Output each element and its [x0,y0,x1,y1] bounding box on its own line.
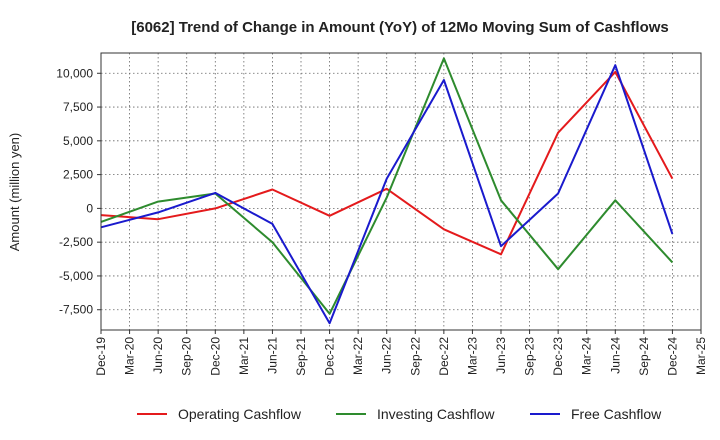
y-tick-label: 7,500 [63,100,93,114]
y-tick-label: -5,000 [59,269,93,283]
plot-frame [100,52,702,331]
x-tick-label: Jun-22 [380,337,394,374]
x-tick-label: Jun-24 [608,337,622,374]
x-tick-label: Sep-22 [408,337,422,376]
x-tick-label: Mar-23 [465,337,479,375]
x-tick-label: Mar-22 [351,337,365,375]
x-tick-label: Dec-23 [551,337,565,376]
x-tick-label: Dec-19 [94,337,108,376]
y-tick-label: -7,500 [59,303,93,317]
x-tick-label: Dec-24 [665,337,679,376]
x-tick-label: Dec-21 [323,337,337,376]
x-tick-label: Sep-21 [294,337,308,376]
x-tick-label: Sep-20 [180,337,194,376]
y-tick-label: -2,500 [59,235,93,249]
legend-label-investing-cashflow: Investing Cashflow [377,406,495,422]
series-layer [100,57,674,325]
y-tick-label: 10,000 [56,66,93,80]
chart-title: [6062] Trend of Change in Amount (YoY) o… [131,19,669,36]
y-tick-label: 2,500 [63,168,93,182]
x-tick-label: Jun-20 [151,337,165,374]
operating-cashflow-line [100,70,674,256]
y-tick-label: 5,000 [63,134,93,148]
x-tick-label: Jun-23 [494,337,508,374]
legend: Operating Cashflow Investing Cashflow Free… [137,406,662,422]
legend-label-free-cashflow: Free Cashflow [571,406,662,422]
x-tick-label: Dec-22 [437,337,451,376]
x-tick-label: Sep-24 [637,337,651,376]
y-tick-label: 0 [86,201,93,215]
x-tick-label: Sep-23 [523,337,537,376]
x-tick-label: Mar-20 [123,337,137,375]
x-tick-label: Mar-25 [694,337,708,375]
x-tick-label: Jun-21 [265,337,279,374]
x-tick-label: Dec-20 [208,337,222,376]
x-tick-label: Mar-21 [237,337,251,375]
x-tick-label: Mar-24 [580,337,594,375]
tick-layer: Dec-19 Mar-20 Jun-20 Sep-20 Dec-20 Mar-21 Jun-… [56,66,708,375]
y-axis-label: Amount (million yen) [7,133,22,252]
investing-cashflow-line [100,57,674,315]
grid-layer [101,53,701,330]
legend-label-operating-cashflow: Operating Cashflow [178,406,302,422]
free-cashflow-line [100,64,674,325]
